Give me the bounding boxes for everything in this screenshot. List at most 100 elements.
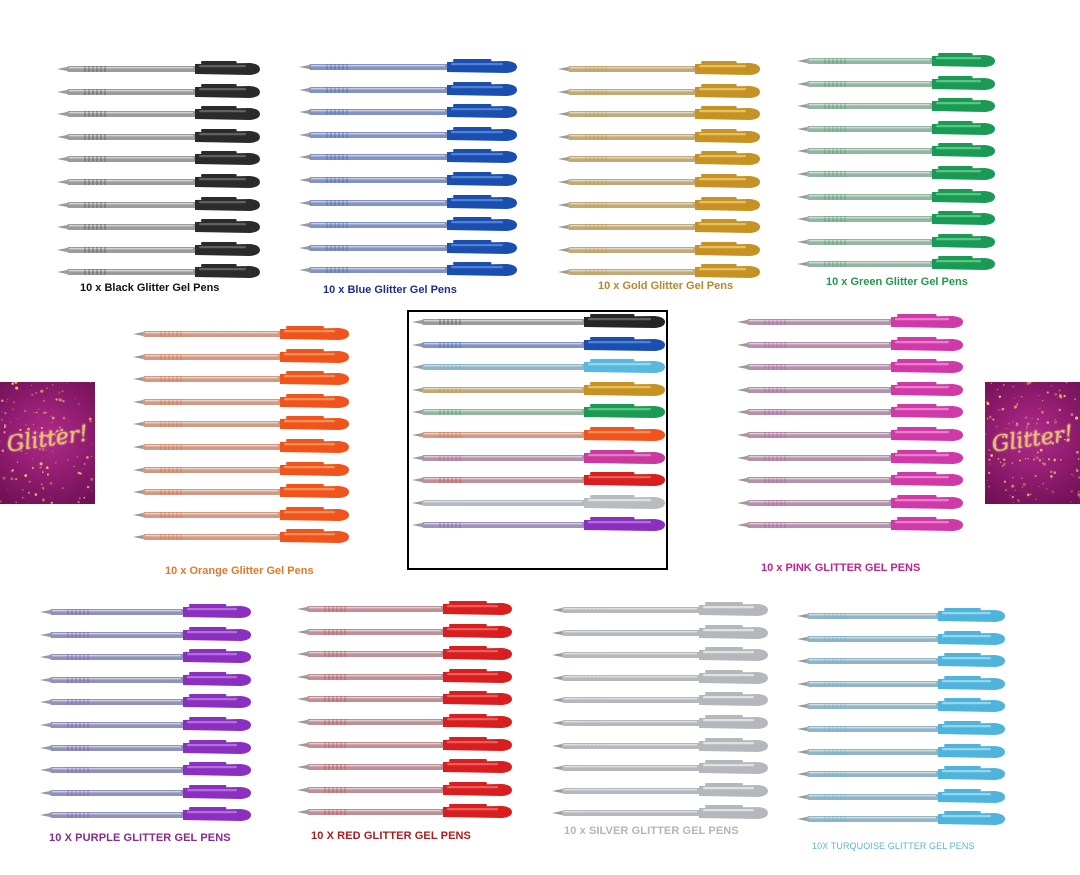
- sparkle: [1054, 392, 1058, 396]
- sparkle: [1009, 495, 1011, 497]
- sparkle: [1058, 389, 1061, 392]
- gel-pen: [40, 739, 251, 757]
- sparkle: [55, 429, 59, 433]
- sparkle: [1015, 423, 1019, 427]
- gel-pen: [797, 165, 995, 183]
- sparkle: [81, 431, 84, 434]
- gel-pen: [412, 381, 665, 399]
- sparkle: [990, 454, 993, 457]
- sparkle: [34, 493, 38, 496]
- pen-group-pink: [737, 313, 963, 539]
- sparkle: [83, 463, 86, 465]
- sparkle: [60, 428, 64, 432]
- pen-group-silver: [552, 601, 768, 827]
- pen-group-assorted: [412, 313, 665, 539]
- sparkle: [1040, 435, 1043, 437]
- sparkle: [44, 432, 46, 434]
- sparkle: [1035, 422, 1038, 425]
- caption-turquoise: 10X TURQUOISE GLITTER GEL PENS: [812, 841, 975, 851]
- gel-pen: [133, 506, 349, 524]
- sparkle: [45, 466, 49, 470]
- sparkle: [1070, 501, 1072, 503]
- sparkle: [0, 440, 1, 443]
- sparkle: [22, 497, 24, 499]
- sparkle: [1027, 457, 1029, 460]
- sparkle: [985, 433, 987, 436]
- gel-pen: [57, 218, 260, 236]
- sparkle: [1043, 462, 1046, 466]
- sparkle: [1013, 405, 1018, 409]
- sparkle: [1053, 458, 1057, 462]
- sparkle: [37, 416, 39, 417]
- sparkle: [91, 490, 93, 492]
- sparkle: [1014, 397, 1016, 399]
- gel-pen: [133, 528, 349, 546]
- sparkle: [1017, 400, 1019, 402]
- glitter-card-right: Glitter!: [985, 382, 1080, 504]
- gel-pen: [797, 188, 995, 206]
- sparkle: [1054, 418, 1057, 421]
- sparkle: [15, 478, 18, 481]
- sparkle: [58, 393, 60, 395]
- gel-pen: [133, 483, 349, 501]
- gel-pen: [412, 494, 665, 512]
- sparkle: [66, 383, 68, 385]
- sparkle: [1065, 382, 1068, 384]
- gel-pen: [552, 759, 768, 777]
- sparkle: [6, 489, 8, 490]
- sparkle: [75, 431, 77, 433]
- gel-pen: [40, 603, 251, 621]
- sparkle: [41, 443, 43, 445]
- gel-pen: [552, 669, 768, 687]
- sparkle: [986, 401, 988, 403]
- caption-gold: 10 x Gold Glitter Gel Pens: [598, 280, 734, 292]
- sparkle: [1011, 462, 1014, 464]
- sparkle: [3, 424, 6, 426]
- sparkle: [1038, 486, 1040, 487]
- gel-pen: [797, 75, 995, 93]
- gel-pen: [797, 720, 1005, 738]
- sparkle: [41, 486, 44, 489]
- gel-pen: [412, 449, 665, 467]
- sparkle: [21, 488, 24, 491]
- sparkle: [1026, 425, 1029, 428]
- sparkle: [986, 402, 990, 406]
- sparkle: [6, 401, 8, 403]
- sparkle: [37, 408, 40, 411]
- gel-pen: [57, 105, 260, 123]
- sparkle: [46, 449, 48, 451]
- sparkle: [1057, 429, 1059, 431]
- sparkle: [89, 382, 91, 383]
- sparkle: [988, 449, 990, 451]
- sparkle: [1049, 470, 1053, 474]
- gel-pen: [133, 370, 349, 388]
- sparkle: [1037, 394, 1040, 397]
- gel-pen: [737, 516, 963, 534]
- sparkle: [1047, 458, 1050, 461]
- sparkle: [62, 400, 65, 403]
- sparkle: [1075, 469, 1079, 472]
- sparkle: [1053, 471, 1057, 475]
- sparkle: [997, 458, 1000, 460]
- sparkle: [1001, 436, 1004, 439]
- sparkle: [42, 487, 45, 490]
- gel-pen: [797, 675, 1005, 693]
- sparkle: [1042, 483, 1044, 485]
- gel-pen: [297, 781, 512, 799]
- sparkle: [43, 434, 46, 437]
- sparkle: [1057, 397, 1059, 399]
- sparkle: [39, 462, 43, 466]
- sparkle: [3, 426, 6, 428]
- sparkle: [68, 441, 71, 443]
- sparkle: [40, 389, 44, 393]
- gel-pen: [797, 142, 995, 160]
- sparkle: [1039, 448, 1043, 452]
- sparkle: [990, 382, 993, 385]
- sparkle: [27, 427, 31, 431]
- sparkle: [5, 424, 7, 427]
- gel-pen: [797, 233, 995, 251]
- sparkle: [1070, 413, 1074, 416]
- sparkle: [1050, 475, 1053, 478]
- gel-pen: [558, 218, 760, 236]
- sparkle: [1005, 427, 1008, 430]
